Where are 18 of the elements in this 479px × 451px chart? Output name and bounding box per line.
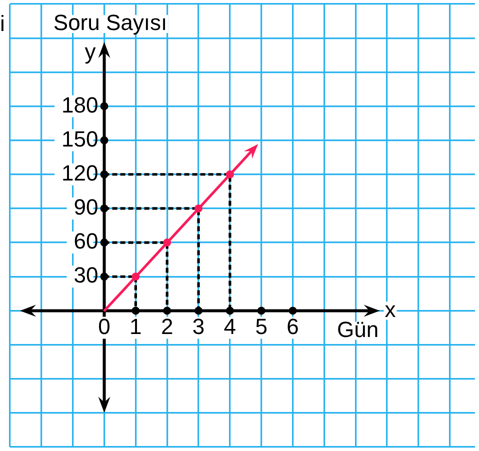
x-tick-label: 1 — [130, 314, 142, 339]
x-tick-label: 2 — [160, 314, 174, 339]
y-tick-label: 150 — [62, 126, 98, 152]
y-tick-label: 120 — [62, 160, 98, 186]
y-axis-title: Soru Sayısı — [53, 10, 168, 36]
y-tick-label: 180 — [62, 92, 98, 118]
x-axis-title: Gün — [336, 316, 379, 342]
x-tick-label: 5 — [255, 314, 268, 339]
x-tick-label: 3 — [192, 314, 205, 339]
y-tick-label: 60 — [74, 228, 98, 254]
annotation: y — [84, 39, 96, 64]
annotation: x — [384, 296, 396, 322]
y-tick-label: 90 — [74, 194, 98, 220]
x-tick-label: 0 — [98, 314, 110, 339]
x-tick-label: 4 — [224, 314, 236, 339]
x-tick-label: 6 — [286, 314, 299, 339]
text: i — [0, 11, 5, 36]
y-tick-label: 30 — [74, 262, 98, 288]
